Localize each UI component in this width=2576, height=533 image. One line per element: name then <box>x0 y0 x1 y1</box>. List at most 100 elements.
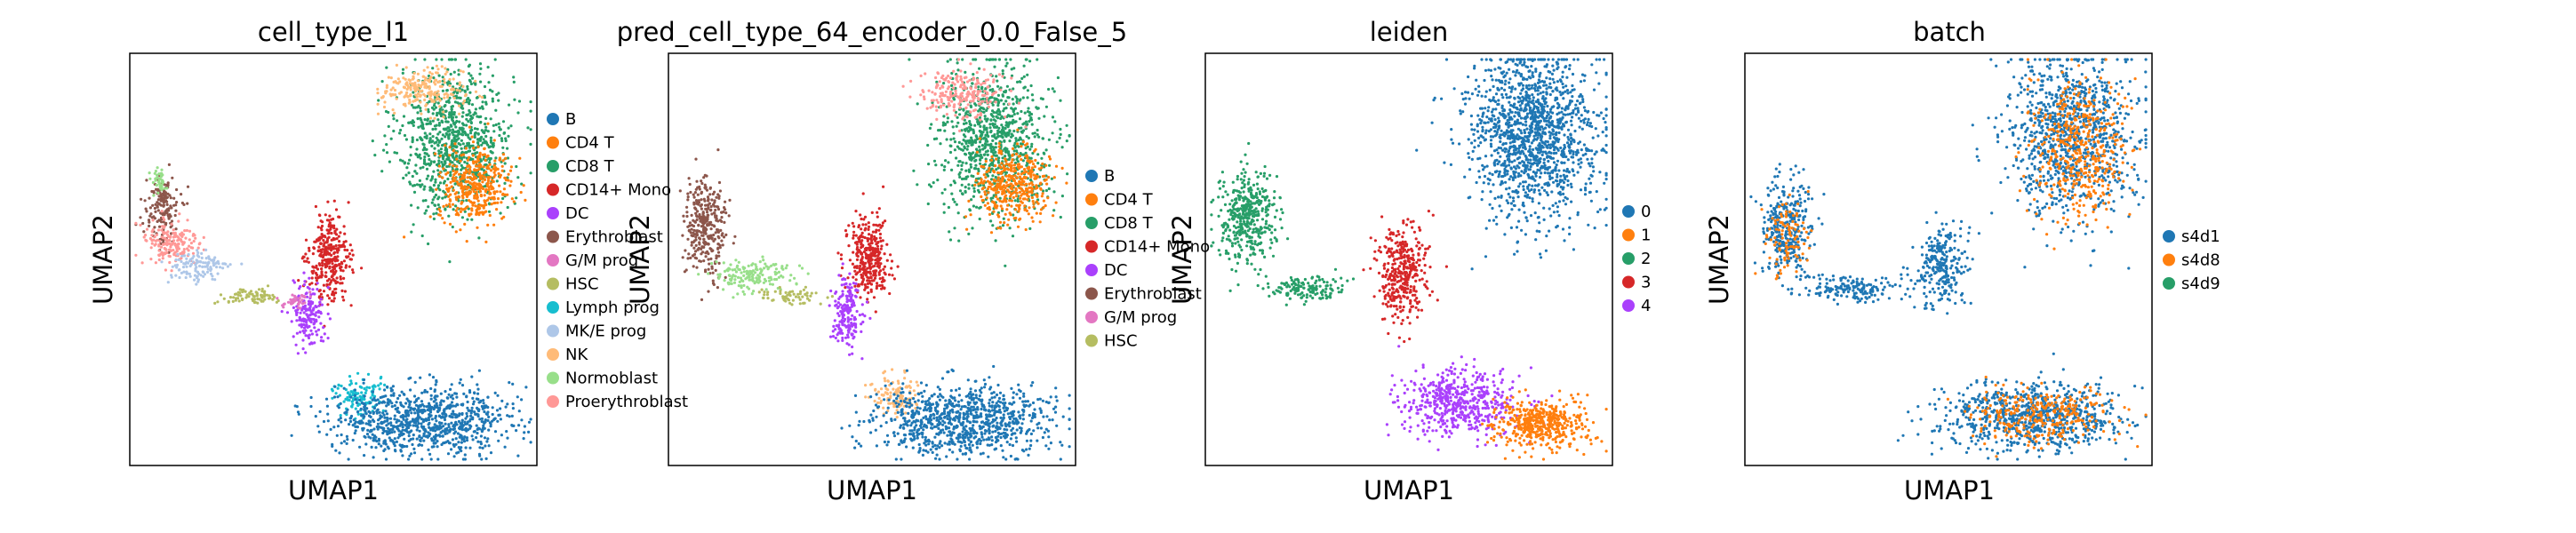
scatter-point <box>160 180 164 184</box>
scatter-points <box>134 58 532 461</box>
scatter-point <box>180 193 183 196</box>
scatter-point <box>442 110 445 114</box>
scatter-point <box>156 166 159 170</box>
scatter-point <box>360 391 364 394</box>
scatter-point <box>402 176 405 180</box>
scatter-point <box>463 453 467 457</box>
scatter-point <box>422 146 427 149</box>
scatter-point <box>507 134 510 138</box>
scatter-point <box>450 88 453 91</box>
scatter-point <box>298 323 301 327</box>
scatter-point <box>347 457 350 461</box>
scatter-point <box>341 269 345 273</box>
scatter-point <box>351 253 355 257</box>
scatter-point <box>434 106 437 109</box>
scatter-point <box>1004 163 1008 166</box>
scatter-point <box>985 96 988 99</box>
scatter-point <box>156 238 159 242</box>
scatter-point <box>1004 99 1008 103</box>
scatter-point <box>436 111 439 115</box>
scatter-point <box>346 438 349 442</box>
scatter-point <box>182 203 186 206</box>
scatter-point <box>321 259 324 262</box>
scatter-point <box>415 95 419 99</box>
scatter-point <box>486 143 490 147</box>
scatter-point <box>440 65 444 68</box>
scatter-point <box>379 382 382 386</box>
scatter-point <box>418 429 421 433</box>
scatter-point <box>172 196 176 200</box>
scatter-point <box>150 239 154 243</box>
scatter-point <box>373 154 377 157</box>
scatter-point <box>428 139 431 143</box>
scatter-point <box>992 210 996 213</box>
scatter-point <box>409 154 412 157</box>
scatter-point <box>964 70 967 74</box>
scatter-point <box>927 89 931 92</box>
scatter-point <box>427 431 430 434</box>
scatter-point <box>437 164 442 168</box>
scatter-point <box>1028 114 1031 117</box>
scatter-point <box>455 164 459 168</box>
scatter-point <box>475 161 478 164</box>
scatter-point <box>327 219 331 222</box>
scatter-point <box>409 145 412 149</box>
scatter-point <box>162 216 165 219</box>
scatter-point <box>446 396 450 400</box>
scatter-point <box>402 76 405 80</box>
scatter-point <box>465 199 468 203</box>
scatter-point <box>488 213 492 218</box>
scatter-point <box>497 171 500 176</box>
scatter-point <box>994 239 997 243</box>
scatter-point <box>196 274 199 278</box>
scatter-point <box>1032 163 1036 166</box>
legend-label: NK <box>565 346 588 364</box>
scatter-point <box>983 115 987 118</box>
scatter-point <box>377 418 380 422</box>
scatter-point <box>524 386 528 389</box>
scatter-point <box>311 252 315 256</box>
scatter-point <box>451 128 454 131</box>
scatter-point <box>417 88 420 91</box>
scatter-point <box>1029 145 1034 148</box>
scatter-point <box>454 155 458 158</box>
scatter-point <box>427 418 431 422</box>
scatter-point <box>176 235 180 239</box>
scatter-point <box>454 230 458 234</box>
scatter-point <box>908 95 912 99</box>
scatter-point <box>939 86 942 91</box>
scatter-point <box>302 331 306 335</box>
scatter-point <box>142 230 146 234</box>
scatter-point <box>479 120 483 124</box>
scatter-point <box>425 177 428 180</box>
scatter-point <box>955 156 958 160</box>
scatter-point <box>399 128 403 132</box>
scatter-point <box>512 76 516 79</box>
scatter-point <box>516 395 519 399</box>
scatter-point <box>1003 107 1006 110</box>
scatter-point <box>431 376 436 379</box>
scatter-point <box>477 409 481 413</box>
scatter-point <box>420 391 424 394</box>
scatter-point <box>448 154 452 157</box>
scatter-point <box>969 62 972 66</box>
scatter-point <box>938 80 941 84</box>
scatter-point <box>447 393 451 396</box>
scatter-point <box>1031 99 1035 102</box>
scatter-point <box>159 199 163 203</box>
scatter-point <box>427 242 430 246</box>
legend-marker <box>547 254 559 266</box>
scatter-point <box>383 100 387 104</box>
scatter-point <box>950 168 954 171</box>
scatter-point <box>506 156 510 160</box>
scatter-point <box>166 192 170 195</box>
scatter-point <box>342 259 346 263</box>
scatter-point <box>447 214 451 218</box>
scatter-point <box>436 203 440 207</box>
scatter-point <box>437 195 441 199</box>
scatter-point <box>997 58 1001 61</box>
scatter-point <box>304 238 308 242</box>
scatter-point <box>443 221 446 225</box>
scatter-point <box>997 145 1001 148</box>
scatter-point <box>1027 212 1030 216</box>
